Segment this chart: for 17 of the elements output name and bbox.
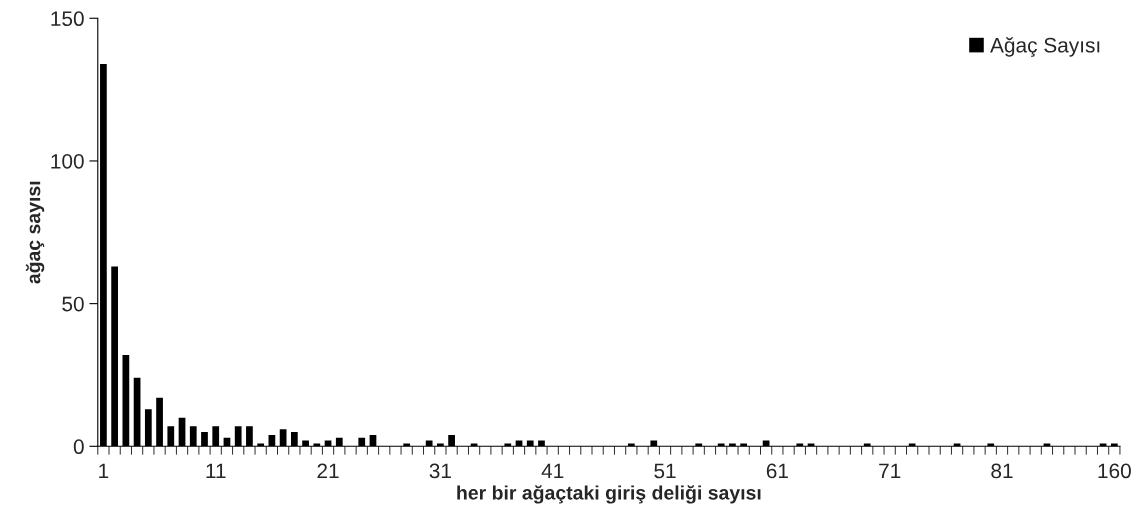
x-tick-label: 31	[429, 463, 451, 479]
y-tick-label: 50	[62, 296, 84, 312]
x-tick-label: 81	[991, 463, 1013, 479]
x-tick-label: 71	[879, 463, 901, 479]
y-tick-label: 100	[51, 153, 84, 169]
y-tick-label: 0	[73, 439, 84, 455]
x-tick-label: 51	[654, 463, 676, 479]
x-axis-title: her bir ağaçtaki giriş deliği sayısı	[457, 485, 761, 504]
x-tick-label: 11	[206, 463, 226, 479]
legend-label: Ağaç Sayısı	[990, 37, 1100, 57]
x-tick-label: 160	[1098, 463, 1131, 479]
x-tick-label: 1	[99, 463, 109, 479]
y-axis-title: ağaç sayısı	[25, 181, 45, 284]
x-tick-label: 61	[766, 463, 788, 479]
y-tick-label: 150	[51, 11, 84, 27]
x-tick-label: 21	[317, 463, 339, 479]
x-tick-label: 41	[541, 463, 564, 479]
